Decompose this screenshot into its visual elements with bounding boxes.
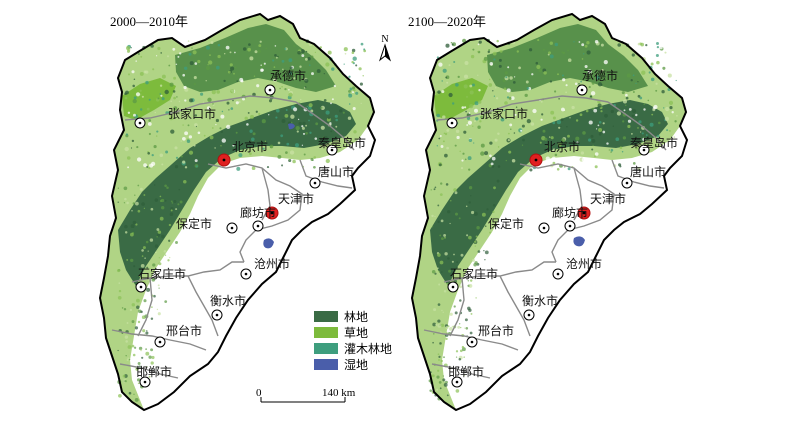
wetland-patch [263, 238, 274, 249]
wetland-patch [573, 236, 585, 247]
city-marker-group: 沧州市 [552, 256, 602, 280]
city-label: 唐山市 [318, 164, 354, 179]
city-label: 邯郸市 [136, 364, 172, 379]
city-marker-group: 秦皇岛市 [318, 135, 366, 156]
city-marker-group: 石家庄市 [447, 266, 498, 293]
city-label: 邯郸市 [448, 364, 484, 379]
legend-swatch [314, 343, 338, 354]
scale-start-label: 0 [256, 387, 262, 399]
vegetation-texture [116, 39, 367, 402]
city-marker-group: 秦皇岛市 [630, 135, 678, 156]
city-label: 张家口市 [480, 106, 528, 121]
city-marker-group: 张家口市 [446, 106, 528, 129]
city-marker-group: 北京市 [529, 139, 580, 167]
city-label: 沧州市 [254, 256, 290, 271]
city-marker-group: 承德市 [576, 68, 618, 96]
city-label: 保定市 [488, 216, 524, 231]
city-label: 天津市 [590, 191, 626, 206]
city-marker-group: 保定市 [176, 216, 238, 234]
city-marker-group: 衡水市 [210, 293, 246, 321]
scale-end-label: 140 km [322, 387, 356, 399]
city-label: 天津市 [278, 191, 314, 206]
city-label: 承德市 [582, 68, 618, 83]
city-label: 承德市 [270, 68, 306, 83]
city-marker-group: 保定市 [488, 216, 550, 234]
north-label: N [381, 34, 388, 45]
city-label: 廊坊市 [240, 205, 276, 220]
city-label: 衡水市 [522, 293, 558, 308]
city-label: 唐山市 [630, 164, 666, 179]
city-label: 北京市 [232, 139, 268, 154]
city-marker-group: 唐山市 [309, 164, 354, 189]
city-marker-group: 邢台市 [154, 323, 202, 348]
city-marker-group: 邢台市 [466, 323, 514, 348]
legend-swatch [314, 359, 338, 370]
city-marker-group: 衡水市 [522, 293, 558, 321]
legend-label: 草地 [344, 326, 368, 340]
city-label: 邢台市 [478, 323, 514, 338]
panel-title-right: 2100—2020年 [408, 14, 486, 29]
city-marker-group: 天津市 [265, 191, 314, 220]
legend-label: 林地 [344, 310, 368, 324]
city-marker-group: 廊坊市 [240, 205, 276, 232]
city-marker-group: 沧州市 [240, 256, 290, 280]
wetland-patch [288, 123, 295, 130]
city-label: 沧州市 [566, 256, 602, 271]
north-arrow: N [378, 34, 392, 62]
city-label: 秦皇岛市 [318, 135, 366, 150]
scale-bar: 0 140 km [256, 387, 356, 403]
panel-title-left: 2000—2010年 [110, 14, 188, 29]
city-label: 秦皇岛市 [630, 135, 678, 150]
legend-swatch [314, 311, 338, 322]
city-marker-group: 邯郸市 [136, 364, 172, 388]
vegetation-texture [428, 38, 679, 401]
city-marker-group: 天津市 [577, 191, 626, 220]
legend-swatch [314, 327, 338, 338]
legend-label: 湿地 [344, 357, 368, 372]
city-label: 张家口市 [168, 106, 216, 121]
city-label: 衡水市 [210, 293, 246, 308]
city-label: 石家庄市 [138, 266, 186, 281]
legend-label: 灌木林地 [344, 342, 392, 356]
city-marker-group: 张家口市 [134, 106, 216, 129]
city-marker-group: 邯郸市 [448, 364, 484, 388]
city-marker-group: 北京市 [217, 139, 268, 167]
city-marker-group: 廊坊市 [552, 205, 588, 232]
city-marker-group: 承德市 [264, 68, 306, 96]
city-marker-group: 石家庄市 [135, 266, 186, 293]
city-label: 廊坊市 [552, 205, 588, 220]
city-marker-group: 唐山市 [621, 164, 666, 189]
city-label: 北京市 [544, 139, 580, 154]
city-label: 邢台市 [166, 323, 202, 338]
city-label: 石家庄市 [450, 266, 498, 281]
city-label: 保定市 [176, 216, 212, 231]
